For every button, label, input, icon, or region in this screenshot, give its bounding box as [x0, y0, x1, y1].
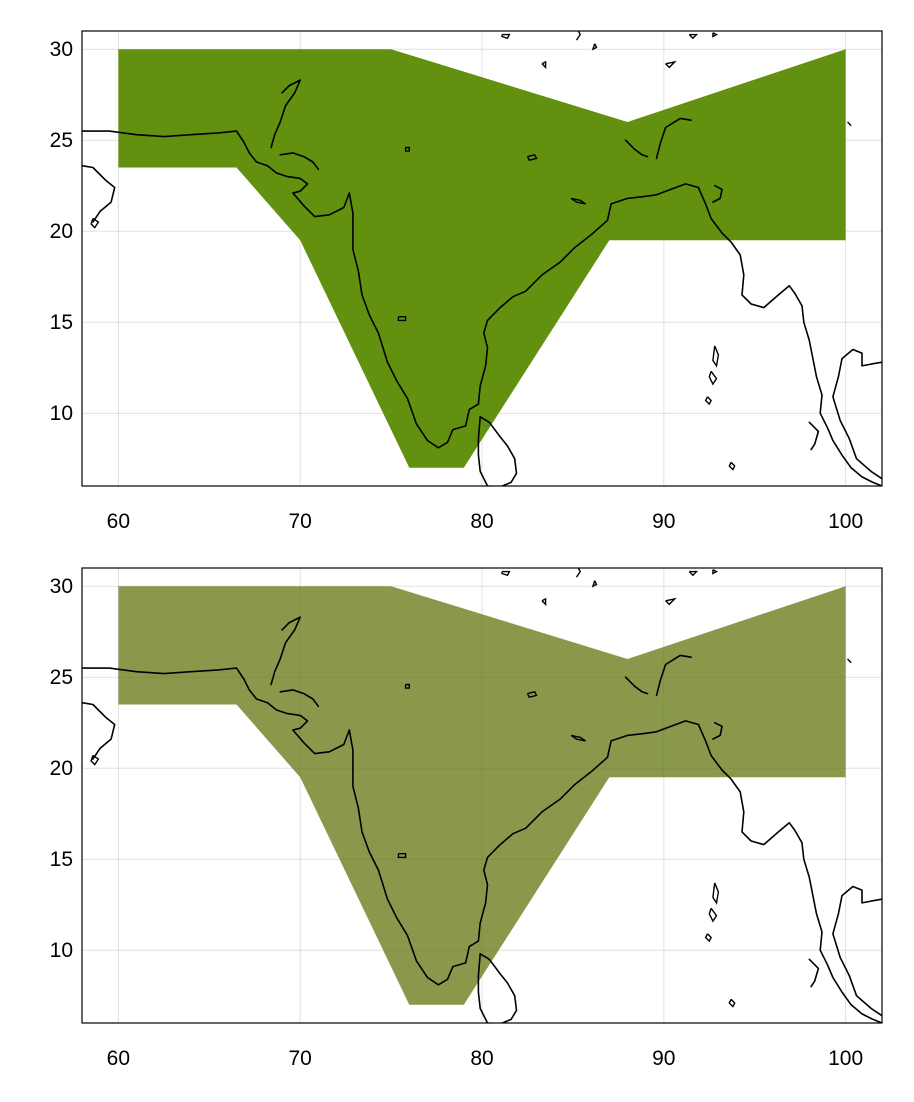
map-panel-bottom: 60 70 80 90 100 10 15 20 25 30	[50, 567, 883, 1070]
island-andaman	[728, 998, 736, 1008]
x-tick-label: 60	[107, 510, 130, 533]
y-tick-label: 15	[50, 311, 73, 334]
x-tick-label: 80	[470, 510, 493, 533]
coastline-sri-lanka	[477, 415, 518, 486]
lake-outline	[526, 690, 538, 699]
lake-outline	[404, 146, 410, 152]
coastline-burma-east	[808, 958, 820, 988]
map-panel-top: 60 70 80 90 100 10 15 20 25 30	[50, 30, 883, 533]
island-andaman	[708, 370, 718, 386]
y-tick-label: 25	[50, 129, 73, 152]
lake-outline-north	[688, 570, 699, 577]
y-tick-label: 25	[50, 666, 73, 689]
lake-outline-north	[712, 32, 719, 38]
coastline-gulf-thailand	[832, 885, 882, 1017]
lake-outline	[397, 316, 407, 322]
lake-outline-north	[541, 597, 547, 607]
x-tick-label: 60	[107, 1047, 130, 1070]
coastline-gulf-thailand	[832, 348, 882, 480]
lake-outline	[570, 197, 586, 205]
x-tick-label: 100	[828, 1047, 863, 1070]
coastline-arabia	[82, 164, 116, 223]
x-tick-label: 100	[828, 510, 863, 533]
shaded-region	[118, 586, 846, 1005]
lake-outline-north	[591, 43, 598, 51]
lake-outline-north	[847, 121, 852, 127]
island-andaman	[704, 933, 712, 943]
shaded-region	[118, 49, 846, 468]
y-tick-label: 20	[50, 220, 73, 243]
river-indus	[270, 616, 302, 686]
lake-outline-north	[712, 569, 719, 575]
lake-outline-north	[501, 33, 511, 40]
lake-outline-north	[541, 60, 547, 70]
island-andaman	[712, 882, 720, 905]
lake-outline-north	[847, 658, 852, 664]
lake-outline	[526, 153, 538, 162]
axis-frame	[81, 567, 883, 1024]
x-tick-label: 70	[289, 510, 312, 533]
lake-outline-north	[665, 597, 677, 606]
y-tick-label: 30	[50, 575, 73, 598]
y-tick-label: 20	[50, 757, 73, 780]
y-tick-label: 30	[50, 38, 73, 61]
lake-outline-north	[665, 60, 677, 69]
y-tick-label: 15	[50, 848, 73, 871]
coastline-main	[82, 130, 882, 486]
coastline-kutch	[279, 689, 320, 708]
x-tick-label: 70	[289, 1047, 312, 1070]
lake-outline-north	[575, 568, 582, 578]
island-andaman	[708, 907, 718, 923]
coastline-myanmar	[712, 721, 723, 740]
lake-outline-north	[575, 31, 582, 41]
coastline-myanmar	[712, 184, 723, 203]
coastline-masirah-island	[90, 217, 100, 229]
coastline-burma-east	[808, 421, 820, 451]
island-andaman	[712, 345, 720, 368]
river-brahmaputra	[624, 676, 649, 695]
lake-outline	[404, 683, 410, 689]
river-brahmaputra-upper	[655, 654, 692, 697]
coastline-main	[82, 667, 882, 1023]
river-brahmaputra	[624, 139, 649, 158]
coastline-arabia	[82, 701, 116, 760]
y-tick-label: 10	[50, 939, 73, 962]
river-brahmaputra-upper	[655, 117, 692, 160]
lake-outline	[397, 853, 407, 859]
lake-outline-north	[501, 570, 511, 577]
x-tick-label: 80	[470, 1047, 493, 1070]
coastline-masirah-island	[90, 754, 100, 766]
river-indus	[270, 79, 302, 149]
lake-outline	[570, 734, 586, 742]
x-tick-label: 90	[652, 510, 675, 533]
axis-frame	[81, 30, 883, 487]
lake-outline-north	[591, 580, 598, 588]
x-tick-label: 90	[652, 1047, 675, 1070]
lake-outline-north	[688, 33, 699, 40]
y-tick-label: 10	[50, 402, 73, 425]
island-andaman	[704, 396, 712, 406]
island-andaman	[728, 461, 736, 471]
coastline-sri-lanka	[477, 952, 518, 1023]
coastline-kutch	[279, 152, 320, 171]
